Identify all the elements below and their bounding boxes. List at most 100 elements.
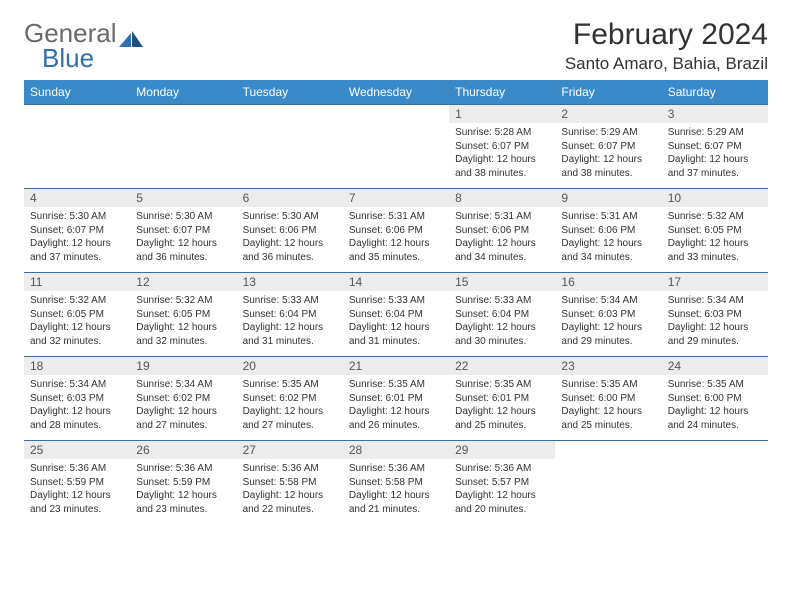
daylight-text: Daylight: 12 hours and 30 minutes. [455, 321, 549, 348]
sunset-text: Sunset: 5:59 PM [136, 476, 230, 490]
calendar-day-cell: 13Sunrise: 5:33 AMSunset: 6:04 PMDayligh… [237, 273, 343, 357]
day-body: Sunrise: 5:36 AMSunset: 5:58 PMDaylight:… [343, 459, 449, 519]
day-body: Sunrise: 5:34 AMSunset: 6:03 PMDaylight:… [662, 291, 768, 351]
sunrise-text: Sunrise: 5:34 AM [30, 378, 124, 392]
sunrise-text: Sunrise: 5:29 AM [561, 126, 655, 140]
sunset-text: Sunset: 6:03 PM [30, 392, 124, 406]
sunrise-text: Sunrise: 5:34 AM [136, 378, 230, 392]
calendar-day-cell: 16Sunrise: 5:34 AMSunset: 6:03 PMDayligh… [555, 273, 661, 357]
sunrise-text: Sunrise: 5:34 AM [561, 294, 655, 308]
day-number: 9 [555, 189, 661, 207]
sunrise-text: Sunrise: 5:30 AM [30, 210, 124, 224]
calendar-day-cell: 3Sunrise: 5:29 AMSunset: 6:07 PMDaylight… [662, 105, 768, 189]
calendar-day-cell: 6Sunrise: 5:30 AMSunset: 6:06 PMDaylight… [237, 189, 343, 273]
daylight-text: Daylight: 12 hours and 31 minutes. [349, 321, 443, 348]
logo-sail-icon [117, 29, 145, 49]
day-number: 15 [449, 273, 555, 291]
day-header: Tuesday [237, 80, 343, 105]
day-body: Sunrise: 5:30 AMSunset: 6:06 PMDaylight:… [237, 207, 343, 267]
calendar-day-cell: . [237, 105, 343, 189]
day-number: 11 [24, 273, 130, 291]
day-number: 7 [343, 189, 449, 207]
sunset-text: Sunset: 6:07 PM [668, 140, 762, 154]
day-body: Sunrise: 5:33 AMSunset: 6:04 PMDaylight:… [237, 291, 343, 351]
sunset-text: Sunset: 6:06 PM [561, 224, 655, 238]
calendar-day-cell: . [343, 105, 449, 189]
sunset-text: Sunset: 5:59 PM [30, 476, 124, 490]
sunset-text: Sunset: 6:07 PM [561, 140, 655, 154]
calendar-day-cell: 17Sunrise: 5:34 AMSunset: 6:03 PMDayligh… [662, 273, 768, 357]
sunrise-text: Sunrise: 5:30 AM [243, 210, 337, 224]
day-body: Sunrise: 5:36 AMSunset: 5:59 PMDaylight:… [130, 459, 236, 519]
calendar-day-cell: 15Sunrise: 5:33 AMSunset: 6:04 PMDayligh… [449, 273, 555, 357]
daylight-text: Daylight: 12 hours and 29 minutes. [561, 321, 655, 348]
calendar-day-cell: 26Sunrise: 5:36 AMSunset: 5:59 PMDayligh… [130, 441, 236, 525]
day-number: 18 [24, 357, 130, 375]
day-number: 23 [555, 357, 661, 375]
day-header: Sunday [24, 80, 130, 105]
day-header-row: Sunday Monday Tuesday Wednesday Thursday… [24, 80, 768, 105]
day-body: Sunrise: 5:32 AMSunset: 6:05 PMDaylight:… [24, 291, 130, 351]
daylight-text: Daylight: 12 hours and 25 minutes. [561, 405, 655, 432]
daylight-text: Daylight: 12 hours and 22 minutes. [243, 489, 337, 516]
daylight-text: Daylight: 12 hours and 20 minutes. [455, 489, 549, 516]
calendar-week-row: 18Sunrise: 5:34 AMSunset: 6:03 PMDayligh… [24, 357, 768, 441]
day-body: Sunrise: 5:34 AMSunset: 6:02 PMDaylight:… [130, 375, 236, 435]
sunrise-text: Sunrise: 5:33 AM [349, 294, 443, 308]
sunset-text: Sunset: 6:07 PM [455, 140, 549, 154]
sunrise-text: Sunrise: 5:32 AM [668, 210, 762, 224]
day-number: 4 [24, 189, 130, 207]
sunset-text: Sunset: 6:00 PM [668, 392, 762, 406]
calendar-day-cell: 5 Sunrise: 5:30 AMSunset: 6:07 PMDaylight… [130, 189, 236, 273]
day-number: 16 [555, 273, 661, 291]
day-header: Monday [130, 80, 236, 105]
calendar-day-cell: . [555, 441, 661, 525]
sunrise-text: Sunrise: 5:35 AM [455, 378, 549, 392]
calendar-day-cell: 12Sunrise: 5:32 AMSunset: 6:05 PMDayligh… [130, 273, 236, 357]
daylight-text: Daylight: 12 hours and 32 minutes. [136, 321, 230, 348]
title-block: February 2024 Santo Amaro, Bahia, Brazil [565, 18, 768, 74]
daylight-text: Daylight: 12 hours and 36 minutes. [136, 237, 230, 264]
sunrise-text: Sunrise: 5:36 AM [349, 462, 443, 476]
sunset-text: Sunset: 6:03 PM [668, 308, 762, 322]
sunrise-text: Sunrise: 5:28 AM [455, 126, 549, 140]
day-number: 22 [449, 357, 555, 375]
sunset-text: Sunset: 6:07 PM [136, 224, 230, 238]
daylight-text: Daylight: 12 hours and 21 minutes. [349, 489, 443, 516]
day-header: Thursday [449, 80, 555, 105]
sunrise-text: Sunrise: 5:32 AM [136, 294, 230, 308]
daylight-text: Daylight: 12 hours and 38 minutes. [455, 153, 549, 180]
day-body: Sunrise: 5:35 AMSunset: 6:02 PMDaylight:… [237, 375, 343, 435]
sunset-text: Sunset: 6:05 PM [668, 224, 762, 238]
daylight-text: Daylight: 12 hours and 24 minutes. [668, 405, 762, 432]
sunrise-text: Sunrise: 5:31 AM [561, 210, 655, 224]
daylight-text: Daylight: 12 hours and 26 minutes. [349, 405, 443, 432]
daylight-text: Daylight: 12 hours and 35 minutes. [349, 237, 443, 264]
sunset-text: Sunset: 6:06 PM [455, 224, 549, 238]
calendar-day-cell: 25Sunrise: 5:36 AMSunset: 5:59 PMDayligh… [24, 441, 130, 525]
day-number: 2 [555, 105, 661, 123]
calendar-week-row: 4Sunrise: 5:30 AMSunset: 6:07 PMDaylight… [24, 189, 768, 273]
daylight-text: Daylight: 12 hours and 33 minutes. [668, 237, 762, 264]
sunrise-text: Sunrise: 5:33 AM [455, 294, 549, 308]
calendar-day-cell: 9Sunrise: 5:31 AMSunset: 6:06 PMDaylight… [555, 189, 661, 273]
calendar-day-cell: 28Sunrise: 5:36 AMSunset: 5:58 PMDayligh… [343, 441, 449, 525]
day-body: Sunrise: 5:35 AMSunset: 6:00 PMDaylight:… [662, 375, 768, 435]
day-body: Sunrise: 5:32 AMSunset: 6:05 PMDaylight:… [662, 207, 768, 267]
calendar-day-cell: 29Sunrise: 5:36 AMSunset: 5:57 PMDayligh… [449, 441, 555, 525]
calendar-day-cell: 21Sunrise: 5:35 AMSunset: 6:01 PMDayligh… [343, 357, 449, 441]
calendar-day-cell: 14Sunrise: 5:33 AMSunset: 6:04 PMDayligh… [343, 273, 449, 357]
daylight-text: Daylight: 12 hours and 28 minutes. [30, 405, 124, 432]
sunset-text: Sunset: 6:05 PM [30, 308, 124, 322]
sunrise-text: Sunrise: 5:35 AM [243, 378, 337, 392]
sunset-text: Sunset: 6:02 PM [243, 392, 337, 406]
day-number: 5 [130, 189, 236, 207]
day-number: 8 [449, 189, 555, 207]
page-header: General Blue February 2024 Santo Amaro, … [24, 18, 768, 74]
calendar-day-cell: . [24, 105, 130, 189]
sunrise-text: Sunrise: 5:29 AM [668, 126, 762, 140]
day-header: Friday [555, 80, 661, 105]
sunrise-text: Sunrise: 5:30 AM [136, 210, 230, 224]
calendar-day-cell: 2Sunrise: 5:29 AMSunset: 6:07 PMDaylight… [555, 105, 661, 189]
calendar-week-row: ....1Sunrise: 5:28 AMSunset: 6:07 PMDayl… [24, 105, 768, 189]
